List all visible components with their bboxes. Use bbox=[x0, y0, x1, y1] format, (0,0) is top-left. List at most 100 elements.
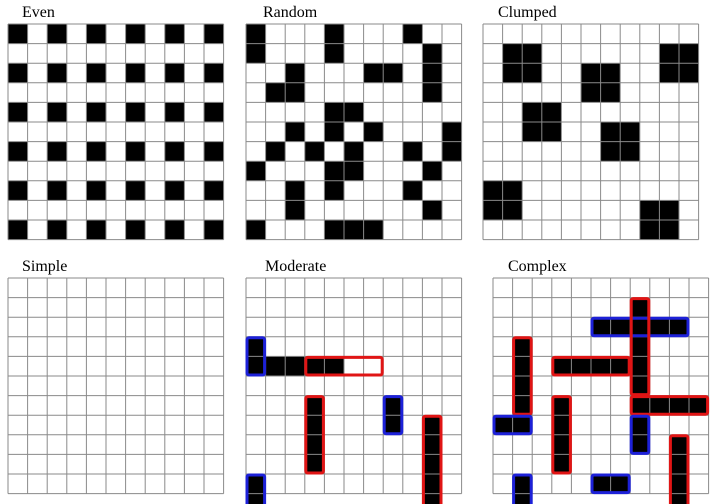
black-cell bbox=[204, 102, 224, 122]
black-cell bbox=[591, 317, 611, 337]
black-cell bbox=[610, 317, 631, 337]
black-cell bbox=[551, 434, 572, 455]
black-cell bbox=[422, 200, 442, 220]
black-cell bbox=[512, 336, 533, 357]
black-cell bbox=[324, 43, 344, 64]
black-cell bbox=[551, 454, 572, 474]
black-cell bbox=[47, 220, 67, 240]
black-cell bbox=[679, 63, 699, 83]
black-cell bbox=[304, 415, 325, 435]
black-cell bbox=[689, 395, 709, 416]
black-cell bbox=[422, 82, 442, 103]
outline-box bbox=[590, 473, 631, 495]
black-cell bbox=[265, 82, 286, 103]
black-cell bbox=[304, 434, 325, 455]
black-cell bbox=[246, 220, 266, 240]
outline-box bbox=[421, 414, 443, 504]
panel-complex bbox=[492, 277, 710, 504]
black-cell bbox=[630, 297, 650, 318]
black-cell bbox=[502, 63, 523, 83]
black-cell bbox=[8, 63, 28, 83]
black-cell bbox=[591, 356, 611, 376]
black-cell bbox=[541, 122, 562, 142]
black-cell bbox=[522, 63, 542, 83]
black-cell bbox=[630, 317, 650, 337]
black-cell bbox=[304, 454, 325, 474]
black-cell bbox=[659, 220, 679, 240]
black-cell bbox=[285, 122, 305, 142]
black-cell bbox=[125, 220, 146, 240]
black-cell bbox=[669, 454, 689, 474]
black-cell bbox=[324, 102, 344, 122]
black-cell bbox=[422, 493, 442, 504]
black-cell bbox=[669, 474, 689, 494]
black-cell bbox=[620, 141, 640, 162]
black-cell bbox=[581, 82, 601, 103]
outline-box bbox=[629, 297, 651, 397]
outline-box bbox=[492, 414, 533, 436]
black-cell bbox=[344, 220, 364, 240]
black-cell bbox=[383, 63, 403, 83]
panel-label-random: Random bbox=[263, 4, 318, 21]
black-cell bbox=[522, 102, 542, 122]
black-cell bbox=[422, 63, 442, 83]
black-cell bbox=[551, 356, 572, 376]
black-cell bbox=[47, 63, 67, 83]
black-cell bbox=[630, 356, 650, 376]
black-cell bbox=[246, 161, 266, 181]
black-cell bbox=[285, 63, 305, 83]
black-cell bbox=[639, 200, 660, 220]
black-cell bbox=[541, 102, 562, 122]
black-cell bbox=[522, 122, 542, 142]
outline-box bbox=[382, 395, 404, 436]
panel-label-complex: Complex bbox=[508, 258, 567, 275]
black-cell bbox=[304, 141, 325, 162]
black-cell bbox=[47, 180, 67, 201]
black-cell bbox=[125, 180, 146, 201]
black-cell bbox=[591, 474, 611, 494]
black-cell bbox=[610, 474, 631, 494]
black-cell bbox=[600, 63, 621, 83]
panel-even bbox=[7, 23, 225, 241]
black-cell bbox=[363, 63, 384, 83]
black-cell bbox=[324, 161, 344, 181]
black-cell bbox=[422, 161, 442, 181]
black-cell bbox=[86, 63, 106, 83]
black-cell bbox=[285, 180, 305, 201]
outline-box bbox=[668, 434, 690, 504]
black-cell bbox=[164, 24, 185, 44]
black-cell bbox=[324, 180, 344, 201]
black-cell bbox=[246, 336, 266, 357]
outline-box bbox=[245, 336, 267, 377]
outline-box bbox=[304, 395, 325, 475]
black-cell bbox=[442, 141, 462, 162]
black-cell bbox=[402, 180, 423, 201]
black-cell bbox=[669, 395, 689, 416]
black-cell bbox=[659, 200, 679, 220]
black-cell bbox=[204, 141, 224, 162]
black-cell bbox=[86, 102, 106, 122]
outline-box bbox=[629, 395, 710, 416]
black-cell bbox=[383, 395, 403, 416]
black-cell bbox=[502, 180, 523, 201]
black-cell bbox=[630, 376, 650, 396]
black-cell bbox=[571, 356, 591, 376]
black-cell bbox=[246, 474, 266, 494]
black-cell bbox=[344, 102, 364, 122]
black-cell bbox=[512, 415, 533, 435]
black-cell bbox=[246, 356, 266, 376]
black-cell bbox=[164, 141, 185, 162]
black-cell bbox=[265, 356, 286, 376]
black-cell bbox=[164, 63, 185, 83]
black-cell bbox=[363, 122, 384, 142]
black-cell bbox=[204, 180, 224, 201]
black-cell bbox=[669, 493, 689, 504]
black-cell bbox=[86, 180, 106, 201]
black-cell bbox=[204, 63, 224, 83]
black-cell bbox=[512, 376, 533, 396]
black-cell bbox=[600, 82, 621, 103]
black-cell bbox=[422, 454, 442, 474]
black-cell bbox=[512, 474, 533, 494]
black-cell bbox=[422, 43, 442, 64]
black-cell bbox=[649, 395, 670, 416]
